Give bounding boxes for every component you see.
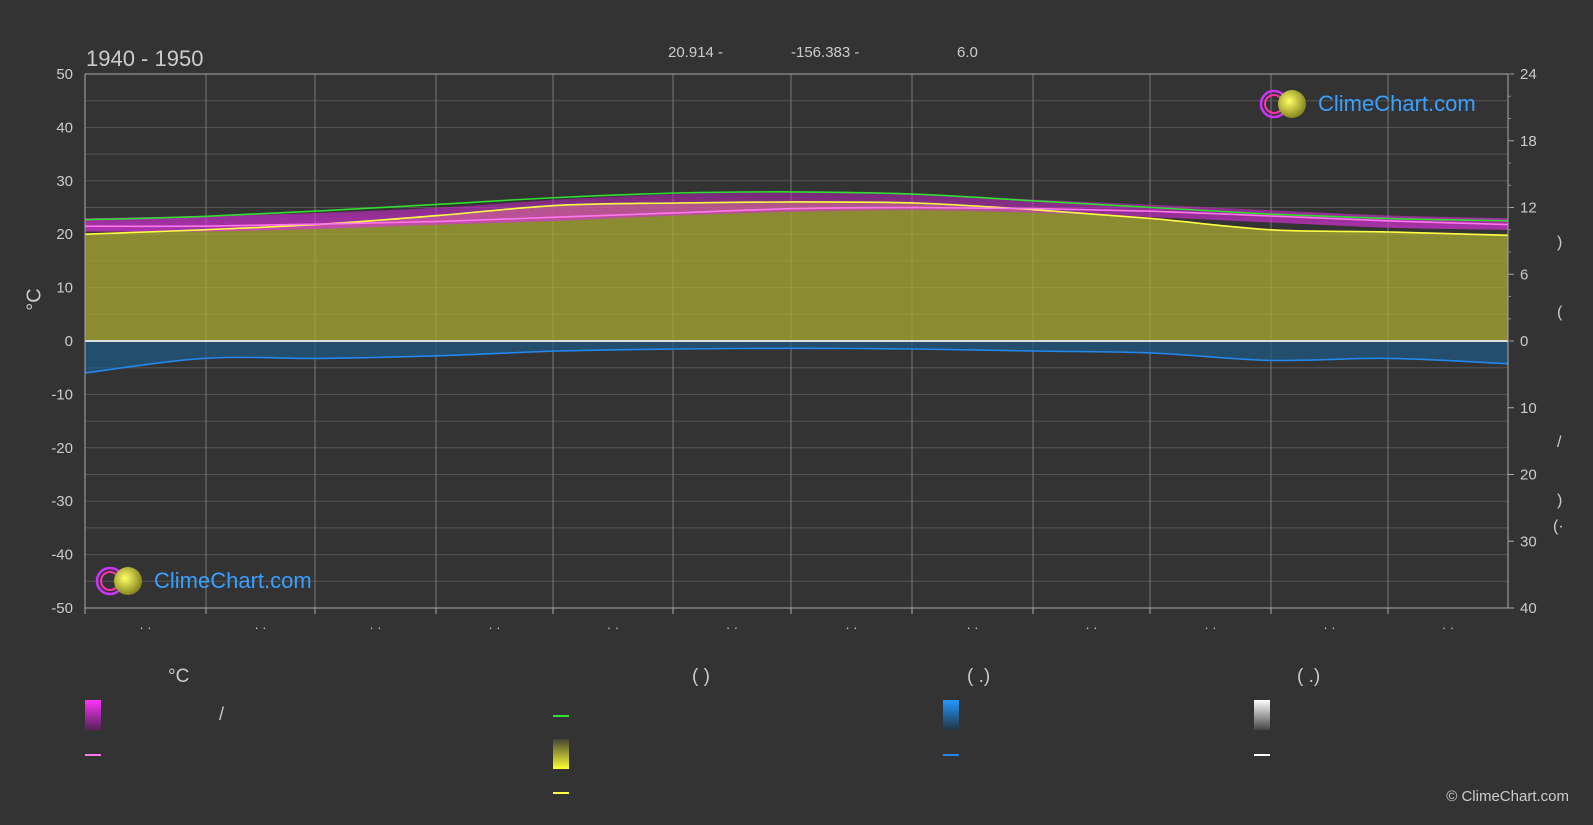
right-axis-label-2: ( [1557, 304, 1563, 321]
legend-slash: / [219, 704, 225, 724]
x-tick-label: · · [369, 620, 381, 635]
left-tick-label: 50 [56, 66, 73, 83]
left-tick-label: 30 [56, 173, 73, 190]
x-tick-label: · · [488, 620, 500, 635]
x-tick-label: · · [1085, 620, 1097, 635]
logo-icon [1259, 89, 1306, 119]
data-lines [84, 191, 1509, 374]
legend-header-rain: ( .) [967, 666, 991, 687]
logo-top[interactable]: ClimeChart.com [1258, 88, 1476, 120]
legend-swatches [85, 700, 1270, 794]
logo-text: ClimeChart.com [1318, 91, 1476, 116]
logo-text: ClimeChart.com [154, 568, 312, 593]
right-upper-tick-label: 12 [1520, 200, 1537, 217]
x-tick-label: · · [845, 620, 857, 635]
right-axis-label-4: ) [1557, 492, 1563, 509]
x-tick-label: · · [966, 620, 978, 635]
right-upper-tick-label: 18 [1520, 133, 1537, 150]
right-lower-tick-label: 40 [1520, 600, 1537, 617]
x-tick-label: · · [139, 620, 151, 635]
rain-band [85, 341, 1508, 373]
temp-mean-line [84, 206, 1509, 228]
legend-header-temperature: °C [168, 666, 190, 687]
x-tick-label: · · [1204, 620, 1216, 635]
right-upper-tick-label: 6 [1520, 266, 1528, 283]
legend-snow-range-swatch [1254, 700, 1270, 730]
left-tick-label: 20 [56, 226, 73, 243]
legend-header-sun: ( ) [692, 666, 710, 687]
left-tick-label: -50 [51, 600, 73, 617]
legend-header-snow: ( .) [1297, 666, 1321, 687]
left-tick-label: -30 [51, 493, 73, 510]
rain-mean-line [84, 347, 1509, 374]
x-tick-label: · · [1442, 620, 1454, 635]
right-upper-tick-label: 0 [1520, 333, 1528, 350]
logo-icon [95, 566, 142, 596]
x-tick-label: · · [1323, 620, 1335, 635]
x-tick-label: · · [254, 620, 266, 635]
legend-sunshine-range-swatch [553, 739, 569, 769]
right-axis-label-5: (· [1553, 518, 1564, 535]
longitude-label: -156.383 - [791, 44, 860, 61]
data-bands [85, 191, 1508, 373]
left-tick-label: 40 [56, 119, 73, 136]
left-tick-label: -10 [51, 386, 73, 403]
right-axis-label-3: / [1557, 434, 1562, 451]
left-axis-unit: °C [23, 288, 46, 311]
logo-bottom[interactable]: ClimeChart.com [94, 565, 312, 597]
right-lower-tick-label: 10 [1520, 400, 1537, 417]
right-axis-label-1: ) [1557, 234, 1563, 251]
axes: 50 40 30 20 10 0 -10 -20 -30 -40 -50 24 18 12 6 0 10 20 30… [51, 66, 1536, 635]
daylight-line [84, 191, 1509, 222]
legend-temp-range-swatch [85, 700, 101, 730]
legend-rain-range-swatch [943, 700, 959, 730]
sunshine-band [85, 201, 1508, 341]
left-tick-label: 0 [65, 333, 73, 350]
left-tick-label: -20 [51, 440, 73, 457]
right-lower-tick-label: 30 [1520, 533, 1537, 550]
copyright: © ClimeChart.com [1446, 788, 1569, 805]
right-lower-tick-label: 20 [1520, 467, 1537, 484]
period-title: 1940 - 1950 [86, 46, 204, 71]
left-tick-label: -40 [51, 547, 73, 564]
left-tick-label: 10 [56, 280, 73, 297]
x-tick-label: · · [726, 620, 738, 635]
elevation-label: 6.0 [957, 44, 978, 61]
x-tick-label: · · [607, 620, 619, 635]
latitude-label: 20.914 - [668, 44, 724, 61]
right-upper-tick-label: 24 [1520, 66, 1537, 83]
